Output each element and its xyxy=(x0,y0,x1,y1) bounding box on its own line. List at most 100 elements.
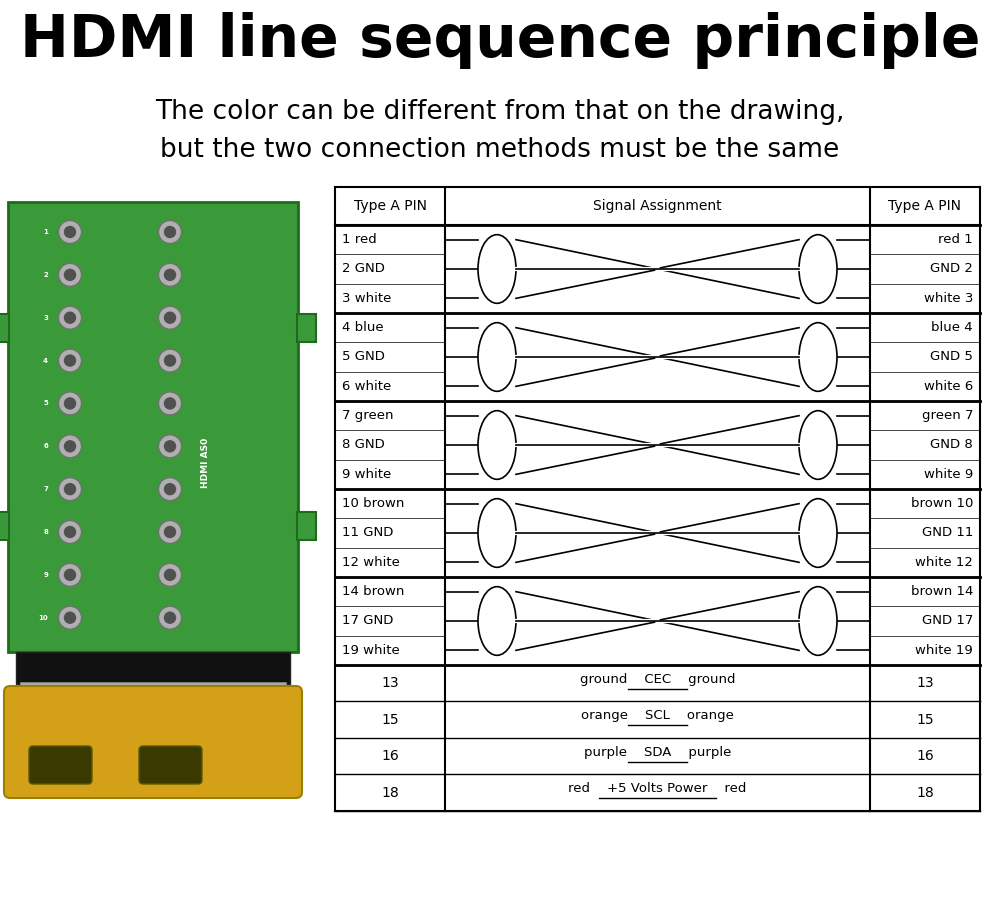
Text: 4: 4 xyxy=(43,357,48,364)
Text: 2 GND: 2 GND xyxy=(342,262,385,275)
Circle shape xyxy=(58,520,82,544)
Text: 17 GND: 17 GND xyxy=(342,614,393,628)
FancyBboxPatch shape xyxy=(139,746,202,784)
Circle shape xyxy=(58,306,82,329)
Text: orange    SCL    orange: orange SCL orange xyxy=(581,709,734,723)
Text: white 19: white 19 xyxy=(915,644,973,657)
Text: GND 8: GND 8 xyxy=(930,438,973,452)
Circle shape xyxy=(159,306,182,329)
Text: 15: 15 xyxy=(381,713,399,727)
Circle shape xyxy=(164,483,176,494)
Text: 2: 2 xyxy=(43,272,48,278)
Text: 16: 16 xyxy=(381,750,399,763)
Circle shape xyxy=(64,226,76,237)
Text: 18: 18 xyxy=(381,786,399,800)
Text: 9: 9 xyxy=(43,572,48,578)
Text: red 1: red 1 xyxy=(938,233,973,246)
Circle shape xyxy=(58,349,82,372)
Text: 11 GND: 11 GND xyxy=(342,527,393,539)
Text: The color can be different from that on the drawing,: The color can be different from that on … xyxy=(155,99,845,125)
Ellipse shape xyxy=(799,410,837,479)
Circle shape xyxy=(164,312,176,323)
Text: 7 green: 7 green xyxy=(342,410,394,422)
FancyBboxPatch shape xyxy=(4,686,302,798)
Bar xyxy=(297,314,316,342)
Circle shape xyxy=(164,527,176,538)
Text: 8 GND: 8 GND xyxy=(342,438,385,452)
Text: red    +5 Volts Power    red: red +5 Volts Power red xyxy=(568,782,747,796)
Circle shape xyxy=(64,483,76,494)
Ellipse shape xyxy=(478,410,516,479)
Ellipse shape xyxy=(478,499,516,567)
Text: blue 4: blue 4 xyxy=(931,321,973,334)
Text: 3 white: 3 white xyxy=(342,292,391,305)
Circle shape xyxy=(159,435,182,458)
Circle shape xyxy=(64,398,76,409)
Text: brown 14: brown 14 xyxy=(911,585,973,598)
Text: 16: 16 xyxy=(916,750,934,763)
Text: but the two connection methods must be the same: but the two connection methods must be t… xyxy=(160,137,840,163)
Text: GND 5: GND 5 xyxy=(930,351,973,364)
Text: Signal Assignment: Signal Assignment xyxy=(593,199,722,213)
Text: 14 brown: 14 brown xyxy=(342,585,404,598)
Circle shape xyxy=(159,263,182,286)
Text: HDMI line sequence principle: HDMI line sequence principle xyxy=(20,12,980,69)
Text: 10: 10 xyxy=(38,615,48,621)
Text: Type A PIN: Type A PIN xyxy=(354,199,427,213)
Ellipse shape xyxy=(478,323,516,391)
Circle shape xyxy=(164,441,176,452)
Circle shape xyxy=(64,355,76,366)
Text: 4 blue: 4 blue xyxy=(342,321,384,334)
Text: 10 brown: 10 brown xyxy=(342,497,404,511)
Text: 3: 3 xyxy=(43,315,48,321)
Ellipse shape xyxy=(799,323,837,391)
Circle shape xyxy=(159,392,182,415)
Text: green 7: green 7 xyxy=(922,410,973,422)
FancyBboxPatch shape xyxy=(29,746,92,784)
Text: white 9: white 9 xyxy=(924,468,973,481)
Circle shape xyxy=(159,220,182,244)
Text: 1: 1 xyxy=(43,229,48,235)
Ellipse shape xyxy=(799,586,837,656)
Circle shape xyxy=(58,392,82,415)
Text: 6: 6 xyxy=(43,443,48,449)
Circle shape xyxy=(159,564,182,586)
Circle shape xyxy=(64,569,76,580)
Text: 6 white: 6 white xyxy=(342,380,391,393)
Circle shape xyxy=(58,435,82,458)
Text: 8: 8 xyxy=(43,529,48,535)
Text: 7: 7 xyxy=(43,486,48,492)
Circle shape xyxy=(58,263,82,286)
Text: white 12: white 12 xyxy=(915,556,973,569)
Circle shape xyxy=(164,355,176,366)
Text: 5 GND: 5 GND xyxy=(342,351,385,364)
Bar xyxy=(0,314,9,342)
Text: 12 white: 12 white xyxy=(342,556,400,569)
Circle shape xyxy=(64,612,76,623)
Text: white 3: white 3 xyxy=(924,292,973,305)
Bar xyxy=(0,512,9,540)
Circle shape xyxy=(164,569,176,580)
Text: purple    SDA    purple: purple SDA purple xyxy=(584,746,731,759)
Text: 15: 15 xyxy=(916,713,934,727)
Text: GND 17: GND 17 xyxy=(922,614,973,628)
Text: 13: 13 xyxy=(381,676,399,690)
Bar xyxy=(16,652,290,684)
Circle shape xyxy=(58,564,82,586)
Circle shape xyxy=(58,478,82,501)
Text: Type A PIN: Type A PIN xyxy=(889,199,962,213)
Text: ground    CEC    ground: ground CEC ground xyxy=(580,673,735,686)
Circle shape xyxy=(58,220,82,244)
Text: 1 red: 1 red xyxy=(342,233,377,246)
Circle shape xyxy=(64,312,76,323)
Bar xyxy=(8,202,298,652)
Circle shape xyxy=(159,478,182,501)
Circle shape xyxy=(64,270,76,281)
Bar xyxy=(297,512,316,540)
Text: 9 white: 9 white xyxy=(342,468,391,481)
Ellipse shape xyxy=(478,235,516,303)
Circle shape xyxy=(64,527,76,538)
Text: 13: 13 xyxy=(916,676,934,690)
Circle shape xyxy=(159,606,182,630)
Text: 19 white: 19 white xyxy=(342,644,400,657)
